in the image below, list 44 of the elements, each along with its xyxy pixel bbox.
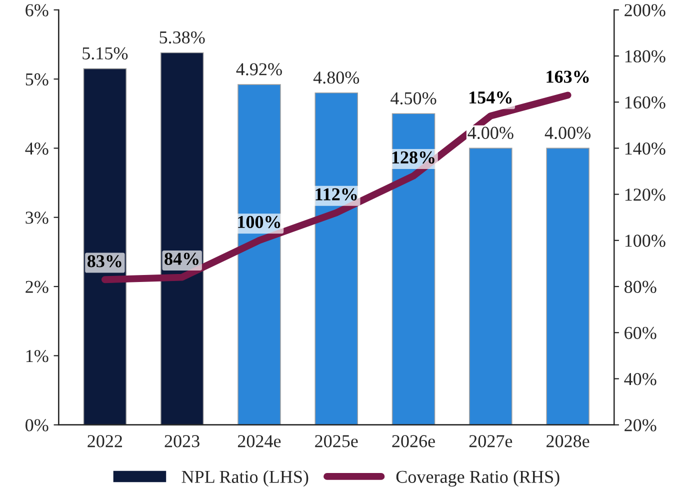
y-tick-label: 3% [26, 212, 48, 224]
y2-tick-label: 200% [624, 4, 666, 16]
x-tick-label: 2023 [164, 435, 200, 448]
x-tick-label: 2027e [469, 435, 512, 448]
data-label: 112% [316, 188, 357, 200]
y-tick-label: 2% [26, 280, 48, 294]
y2-tick-label: 160% [625, 96, 666, 109]
data-label: 163% [546, 70, 589, 83]
y2-tick-label: 180% [625, 50, 666, 62]
legend-label: NPL Ratio (LHS) [182, 470, 308, 487]
x-tick-label: 2022 [88, 435, 122, 448]
y-tick-label: 1% [26, 350, 48, 362]
data-label: 5.38% [160, 31, 205, 44]
bar [546, 148, 590, 425]
data-label: 4.00% [544, 126, 591, 140]
y-tick-label: 0% [26, 419, 48, 432]
y2-tick-label: 40% [624, 372, 656, 386]
y2-tick-label: 80% [624, 280, 656, 294]
data-label: 4.92% [236, 63, 282, 76]
y2-tick-label: 20% [624, 419, 656, 432]
bar [160, 52, 204, 425]
data-label: 4.80% [313, 71, 360, 84]
data-label: 128% [392, 151, 434, 164]
y2-tick-label: 120% [625, 188, 666, 201]
x-tick-label: 2028e [546, 435, 590, 448]
data-label: 84% [164, 252, 198, 266]
y-tick-label: 4% [25, 142, 48, 155]
bar [83, 68, 127, 425]
legend-label: Coverage Ratio (RHS) [396, 470, 560, 487]
y2-tick-label: 60% [624, 326, 656, 340]
x-tick-label: 2026e [392, 435, 435, 448]
y2-tick-label: 140% [625, 142, 666, 155]
y-tick-label: 5% [26, 73, 48, 86]
data-label: 4.50% [390, 92, 436, 104]
bar [469, 148, 512, 425]
data-label: 154% [470, 91, 512, 104]
data-label: 100% [238, 216, 280, 228]
y2-tick-label: 100% [625, 234, 666, 247]
data-label: 4.00% [468, 126, 514, 140]
data-label: 5.15% [82, 47, 128, 60]
data-label: 83% [87, 255, 122, 268]
y-tick-label: 6% [26, 4, 48, 16]
x-tick-label: 2025e [315, 435, 358, 448]
x-tick-label: 2024e [238, 435, 281, 448]
